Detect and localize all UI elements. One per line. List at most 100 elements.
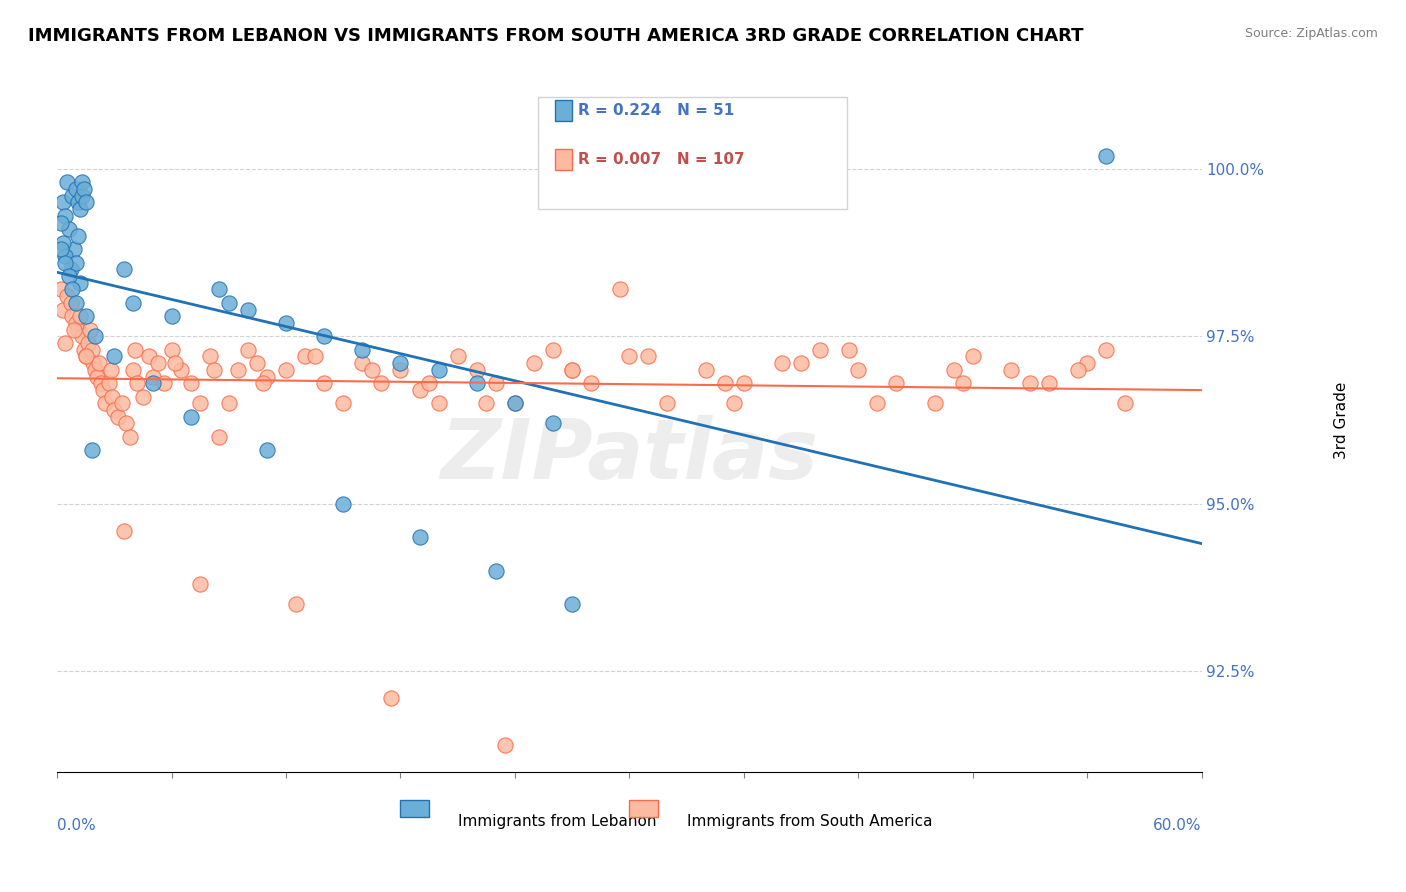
Point: [70, 188, 93, 202]
Point: [53, 256, 76, 270]
Point: [70, 329, 93, 343]
Point: [53, 249, 76, 263]
Point: [198, 350, 221, 364]
Point: [52, 302, 75, 317]
Point: [713, 376, 735, 391]
Point: [1114, 396, 1136, 410]
Point: [208, 283, 231, 297]
Point: [65, 296, 87, 310]
Point: [67, 228, 90, 243]
Point: [770, 356, 793, 370]
Point: [112, 262, 135, 277]
Point: [59, 296, 82, 310]
Point: [256, 443, 278, 458]
Point: [75, 350, 97, 364]
Point: [75, 195, 97, 210]
Point: [561, 363, 583, 377]
Point: [314, 329, 336, 343]
Point: [256, 369, 278, 384]
Point: [58, 222, 80, 236]
Point: [579, 376, 602, 391]
Point: [274, 316, 297, 330]
Point: [73, 182, 96, 196]
Point: [70, 175, 93, 189]
Point: [723, 396, 745, 410]
Point: [63, 243, 86, 257]
Point: [141, 369, 163, 384]
Point: [952, 376, 974, 391]
Point: [73, 343, 96, 357]
Point: [447, 350, 470, 364]
Point: [274, 363, 297, 377]
FancyBboxPatch shape: [555, 100, 572, 121]
Point: [132, 390, 155, 404]
Point: [427, 363, 450, 377]
Point: [942, 363, 965, 377]
FancyBboxPatch shape: [555, 149, 572, 170]
Point: [101, 390, 124, 404]
Point: [180, 409, 202, 424]
Point: [485, 564, 508, 578]
Point: [79, 323, 101, 337]
Point: [100, 363, 122, 377]
Point: [1095, 343, 1118, 357]
Point: [53, 209, 76, 223]
Point: [67, 195, 90, 210]
Point: [65, 256, 87, 270]
Point: [141, 376, 163, 391]
Point: [609, 283, 631, 297]
Point: [94, 396, 117, 410]
Point: [127, 376, 149, 391]
Point: [418, 376, 440, 391]
Point: [112, 524, 135, 538]
Point: [97, 376, 120, 391]
Text: R = 0.224   N = 51: R = 0.224 N = 51: [578, 103, 734, 119]
Point: [63, 323, 86, 337]
Point: [84, 329, 107, 343]
Point: [122, 296, 145, 310]
Point: [733, 376, 755, 391]
Point: [103, 403, 125, 417]
Point: [294, 350, 316, 364]
Point: [523, 356, 546, 370]
Point: [69, 276, 91, 290]
Point: [86, 369, 108, 384]
Point: [541, 343, 564, 357]
Point: [58, 269, 80, 284]
Point: [1000, 363, 1022, 377]
Point: [202, 363, 225, 377]
Point: [246, 356, 269, 370]
Point: [49, 215, 72, 229]
Point: [53, 336, 76, 351]
Point: [252, 376, 274, 391]
Point: [846, 363, 869, 377]
Point: [67, 323, 90, 337]
Point: [236, 343, 259, 357]
Point: [52, 235, 75, 250]
Point: [111, 396, 134, 410]
Y-axis label: 3rd Grade: 3rd Grade: [1334, 382, 1348, 458]
Point: [69, 202, 91, 216]
Point: [91, 383, 114, 397]
Point: [886, 376, 908, 391]
Point: [494, 738, 516, 752]
Point: [90, 376, 112, 391]
Point: [427, 396, 450, 410]
Point: [59, 262, 82, 277]
Point: [122, 363, 145, 377]
Point: [389, 356, 412, 370]
Point: [304, 350, 326, 364]
Point: [485, 376, 508, 391]
Text: 0.0%: 0.0%: [58, 819, 96, 833]
Point: [160, 310, 183, 324]
Point: [62, 310, 84, 324]
Point: [55, 289, 77, 303]
Point: [218, 296, 240, 310]
Point: [89, 356, 111, 370]
Point: [153, 376, 176, 391]
Point: [62, 283, 84, 297]
Point: [1038, 376, 1060, 391]
Text: Source: ZipAtlas.com: Source: ZipAtlas.com: [1244, 27, 1378, 40]
Text: ZIPatlas: ZIPatlas: [440, 415, 818, 496]
FancyBboxPatch shape: [538, 96, 846, 209]
